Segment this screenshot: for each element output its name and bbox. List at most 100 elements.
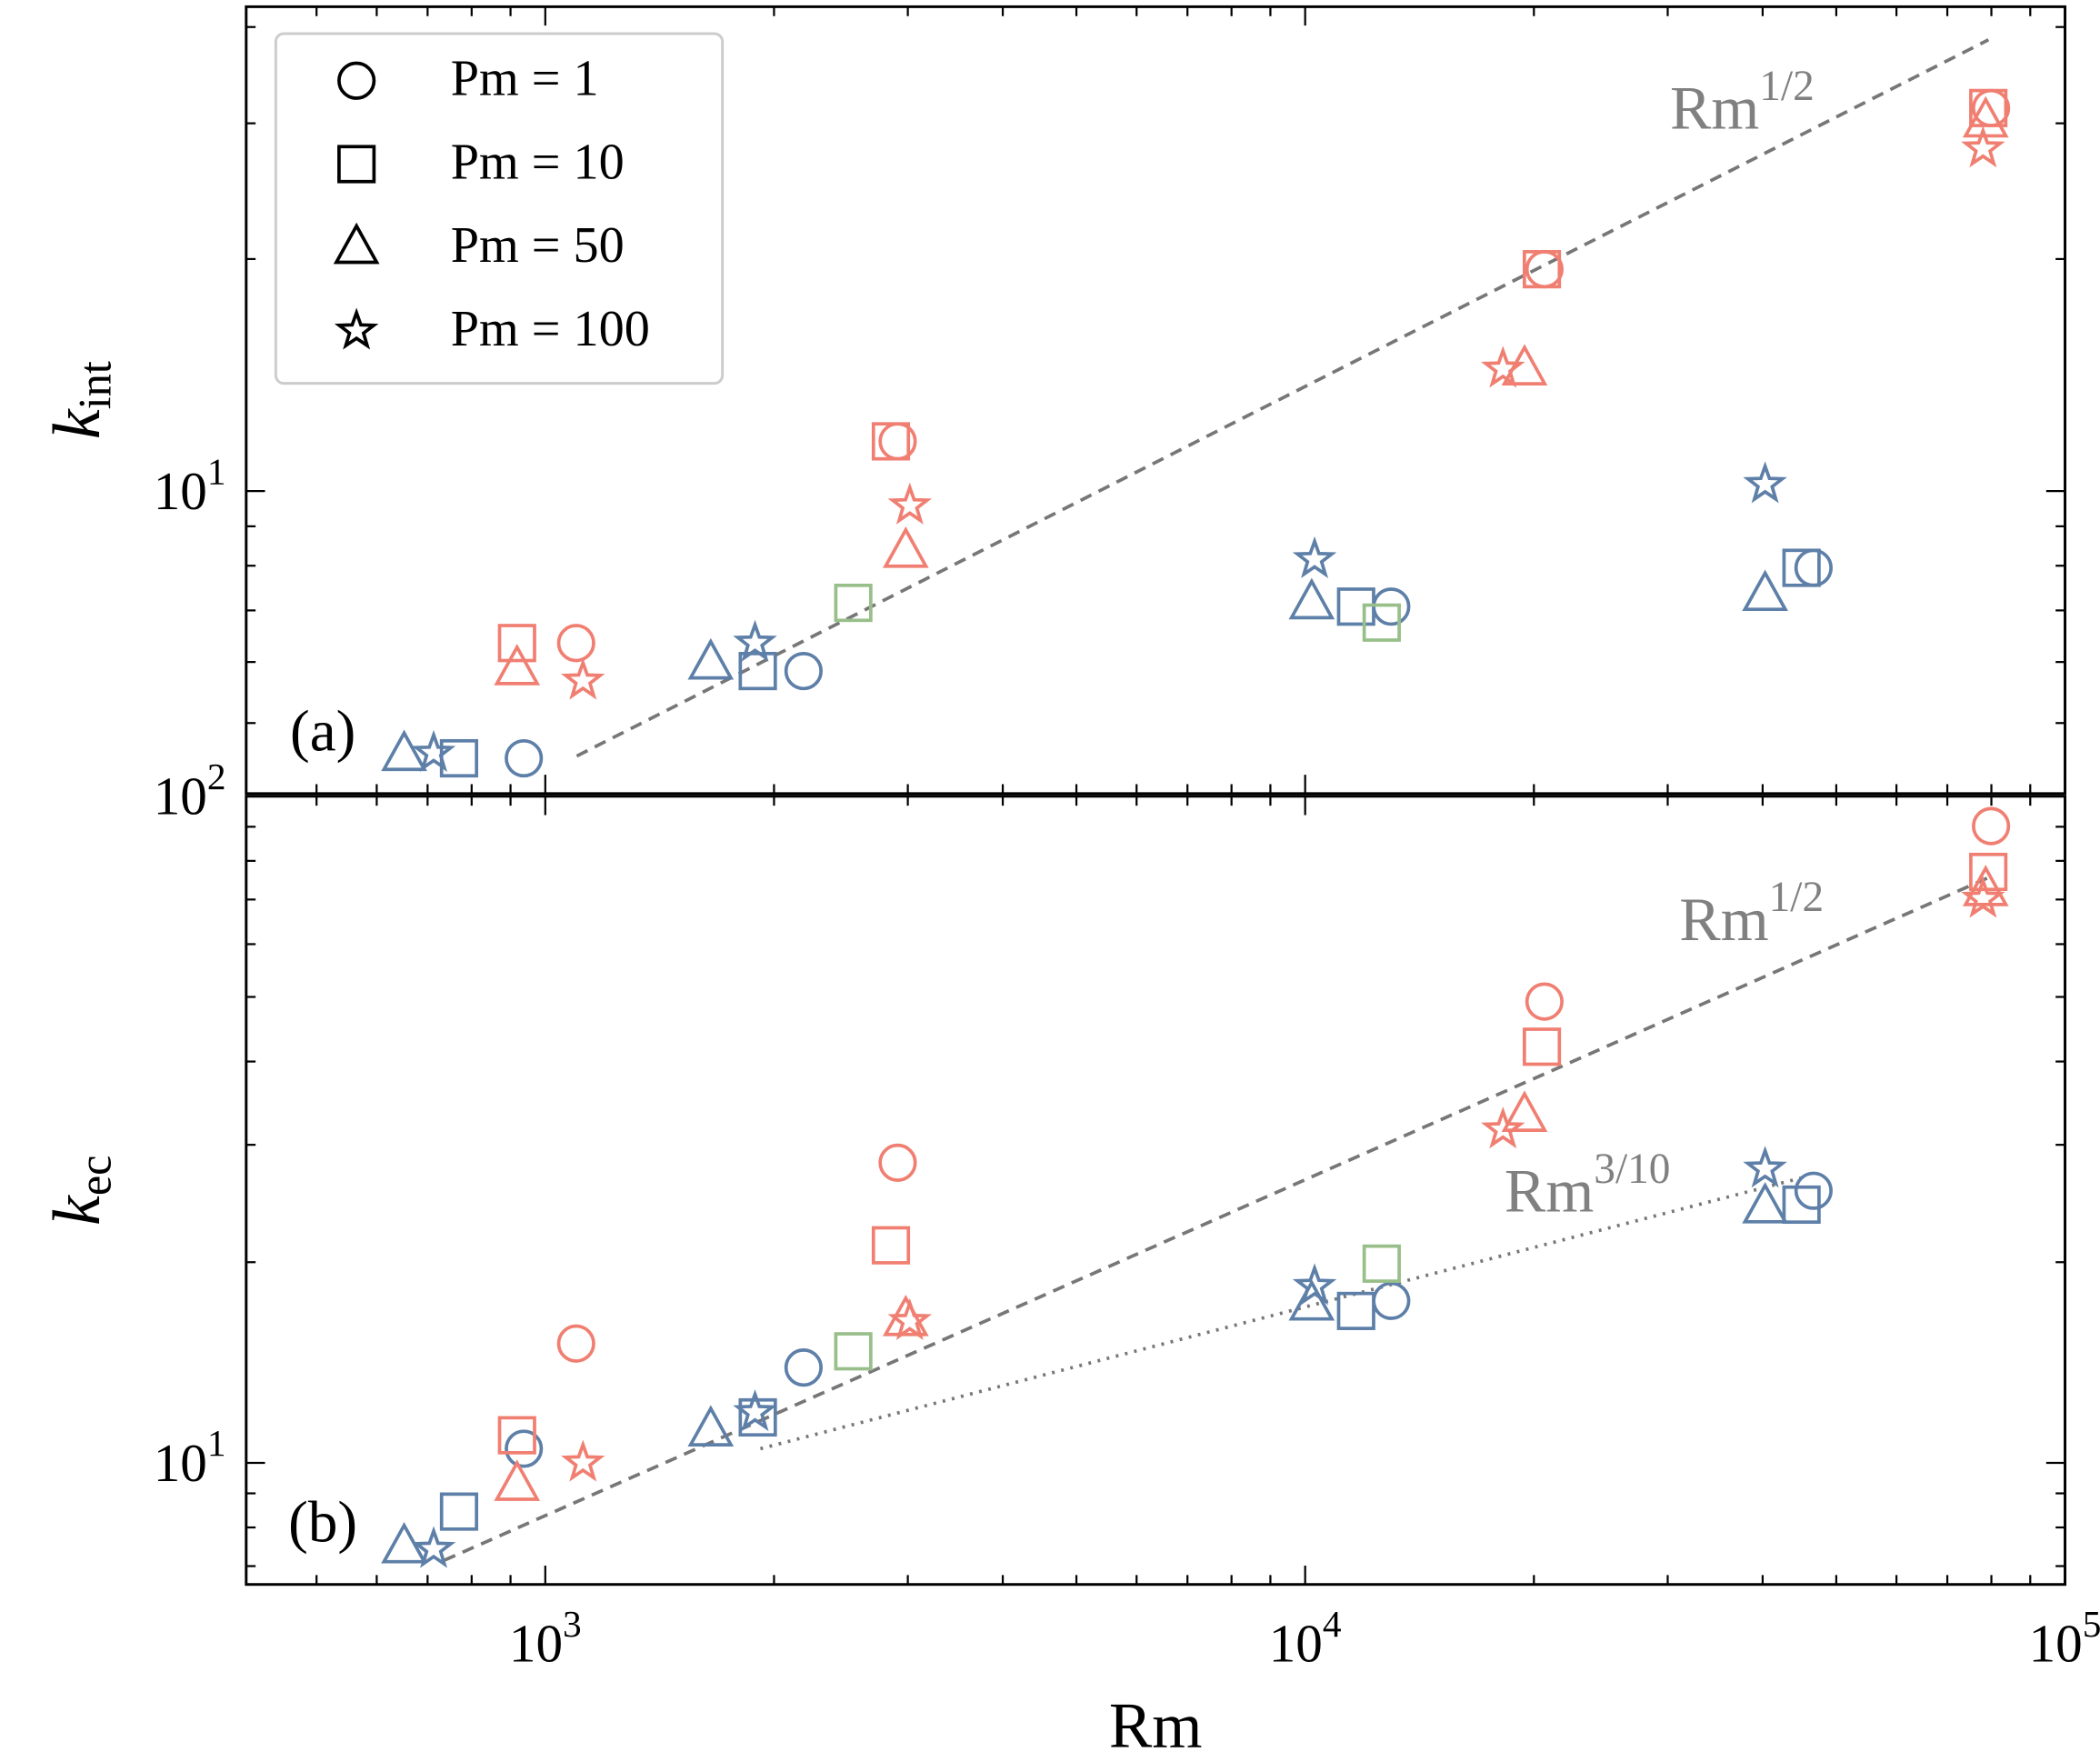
marker-circle [1525, 250, 1564, 289]
marker-star [334, 307, 379, 350]
y-tick-label-power: 2 [207, 756, 226, 797]
y-tick-label-power: 1 [207, 1422, 226, 1464]
marker-star [887, 1297, 933, 1340]
x-tick-label-power: 4 [1323, 1603, 1342, 1645]
marker-square [439, 1492, 479, 1531]
marker-circle [556, 1324, 595, 1363]
marker-square [834, 1332, 873, 1371]
y-tick-label: 101 [154, 1422, 226, 1493]
marker-star [1961, 125, 2005, 168]
annotation: Rm3/10 [1505, 1146, 1671, 1225]
marker-star [1743, 461, 1787, 504]
y-tick-label: 102 [154, 756, 226, 826]
marker-star [411, 1526, 456, 1568]
marker-square [871, 1226, 911, 1265]
annotation-base: Rm [1679, 884, 1768, 953]
marker-triangle [687, 637, 735, 680]
marker-circle [1372, 1281, 1411, 1320]
marker-square [337, 145, 376, 184]
y-axis-label-base: k [40, 1195, 115, 1226]
x-tick-label: 104 [1269, 1603, 1342, 1674]
marker-circle [784, 1348, 823, 1387]
marker-star [561, 657, 605, 700]
x-tick-label: 103 [509, 1603, 582, 1674]
scaling-line [759, 1176, 1804, 1451]
y-axis-label-base: k [40, 408, 115, 439]
marker-triangle [494, 1459, 541, 1501]
scaling-line [575, 38, 1990, 758]
marker-star [1961, 876, 2005, 918]
marker-square [1336, 1291, 1375, 1330]
annotation: Rm1/2 [1670, 63, 1815, 142]
marker-square [1782, 548, 1821, 587]
marker-triangle [1288, 1278, 1335, 1321]
annotation-power: 1/2 [1769, 874, 1824, 921]
x-tick-label-base: 10 [509, 1613, 563, 1673]
plot-frame [245, 795, 2067, 1587]
marker-circle [1794, 1171, 1833, 1210]
legend-label: Pm = 1 [451, 51, 599, 107]
marker-star [733, 1389, 777, 1432]
annotation-power: 1/2 [1759, 63, 1814, 110]
marker-circle [556, 624, 595, 663]
marker-square [1522, 1027, 1562, 1066]
marker-star [887, 482, 933, 525]
marker-triangle [1742, 1182, 1788, 1224]
marker-star [733, 619, 777, 662]
plot-frame [245, 5, 2067, 796]
scaling-line [443, 876, 1990, 1562]
legend: Pm = 1 Pm = 10 Pm = 50 Pm = 100 [274, 32, 725, 385]
y-tick-label-base: 10 [154, 1432, 207, 1492]
annotation-power: 3/10 [1594, 1146, 1670, 1193]
panel-label: (b) [288, 1490, 357, 1556]
legend-label: Pm = 10 [451, 134, 625, 190]
marker-triangle [494, 644, 541, 686]
marker-triangle [333, 222, 380, 265]
marker-circle [505, 738, 544, 778]
marker-circle [1525, 982, 1564, 1021]
marker-triangle [1742, 569, 1788, 612]
annotation: Rm1/2 [1679, 874, 1824, 953]
marker-triangle [1962, 865, 2009, 906]
marker-square [871, 422, 911, 461]
panel-label: (a) [290, 699, 355, 765]
marker-triangle [1501, 1090, 1548, 1133]
y-axis-label: kec [40, 1156, 120, 1226]
marker-square [497, 1416, 536, 1455]
marker-square [1362, 1244, 1401, 1283]
marker-square [1522, 250, 1562, 289]
x-tick-label-power: 3 [563, 1603, 582, 1645]
marker-circle [1972, 806, 2011, 846]
legend-box [274, 32, 725, 385]
marker-triangle [687, 1405, 735, 1447]
marker-circle [878, 1143, 917, 1182]
marker-triangle [1501, 344, 1548, 385]
marker-star [1292, 1263, 1337, 1306]
marker-square [1782, 1185, 1821, 1225]
y-axis-label-sub: int [69, 361, 120, 409]
marker-circle [505, 1429, 544, 1468]
annotation-base: Rm [1670, 73, 1759, 142]
marker-square [1969, 852, 2008, 892]
x-tick-label-base: 10 [1269, 1613, 1323, 1673]
marker-triangle [1288, 577, 1335, 620]
marker-star [1481, 1106, 1525, 1149]
x-axis-label: Rm [1109, 1691, 1203, 1762]
marker-square [1969, 88, 2008, 127]
x-tick-label-base: 10 [2029, 1613, 2083, 1673]
y-tick-label: 101 [154, 450, 226, 521]
annotation-base: Rm [1505, 1156, 1594, 1225]
y-axis-label: kint [40, 361, 120, 439]
y-tick-label-base: 10 [154, 461, 207, 521]
panel [245, 795, 2066, 1585]
marker-star [1481, 345, 1525, 388]
y-axis-label-sub: ec [69, 1156, 120, 1196]
marker-circle [784, 652, 823, 691]
x-tick-label: 105 [2029, 1603, 2100, 1674]
marker-triangle [381, 729, 427, 772]
marker-circle [337, 61, 376, 100]
legend-label: Pm = 100 [451, 301, 650, 357]
marker-circle [1794, 548, 1833, 587]
marker-triangle [882, 526, 929, 568]
